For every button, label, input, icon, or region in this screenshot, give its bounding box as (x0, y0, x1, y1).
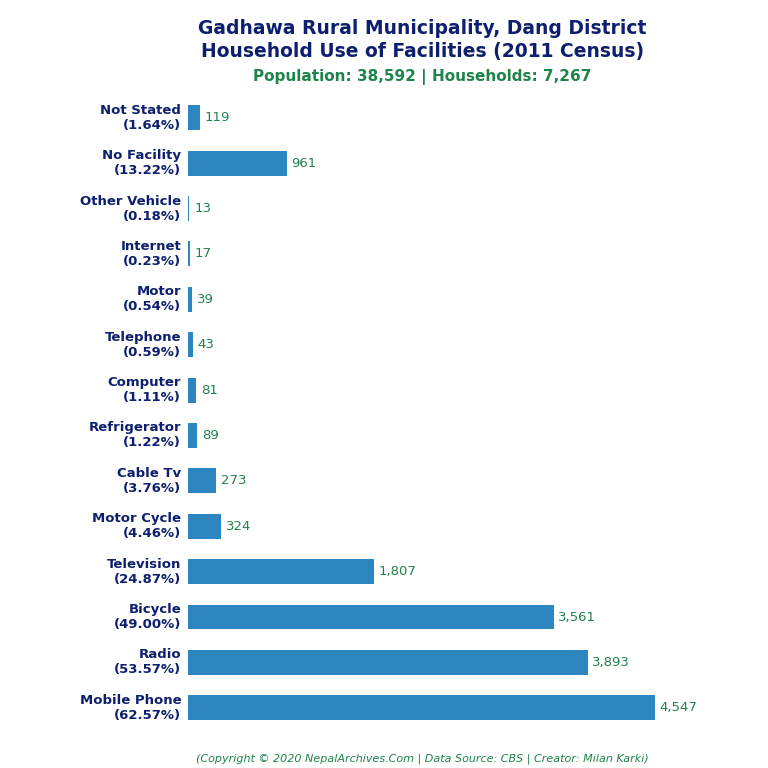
Text: (Copyright © 2020 NepalArchives.Com | Data Source: CBS | Creator: Milan Karki): (Copyright © 2020 NepalArchives.Com | Da… (196, 753, 649, 764)
Text: 81: 81 (201, 383, 218, 396)
Text: 13: 13 (194, 202, 211, 215)
Bar (188, 650, 588, 675)
Bar (188, 559, 374, 584)
Bar (188, 695, 655, 720)
Text: Household Use of Facilities (2011 Census): Household Use of Facilities (2011 Census… (201, 42, 644, 61)
Bar (188, 151, 286, 176)
Text: 1,807: 1,807 (379, 565, 416, 578)
Text: 4,547: 4,547 (660, 701, 697, 714)
Text: 43: 43 (197, 338, 214, 351)
Bar (188, 287, 192, 312)
Bar (188, 514, 221, 538)
Text: 3,561: 3,561 (558, 611, 596, 624)
Bar (188, 333, 193, 357)
Bar (188, 196, 190, 221)
Bar (188, 423, 197, 448)
Bar (188, 105, 200, 131)
Bar (188, 241, 190, 266)
Text: 119: 119 (205, 111, 230, 124)
Bar (188, 604, 554, 630)
Text: 3,893: 3,893 (592, 656, 631, 669)
Text: 17: 17 (194, 247, 211, 260)
Bar (188, 378, 197, 402)
Bar (188, 468, 216, 493)
Text: 39: 39 (197, 293, 214, 306)
Text: 273: 273 (221, 475, 247, 488)
Text: 961: 961 (291, 157, 316, 170)
Text: Gadhawa Rural Municipality, Dang District: Gadhawa Rural Municipality, Dang Distric… (198, 19, 647, 38)
Text: 324: 324 (226, 520, 251, 533)
Text: 89: 89 (202, 429, 219, 442)
Text: Population: 38,592 | Households: 7,267: Population: 38,592 | Households: 7,267 (253, 69, 591, 85)
